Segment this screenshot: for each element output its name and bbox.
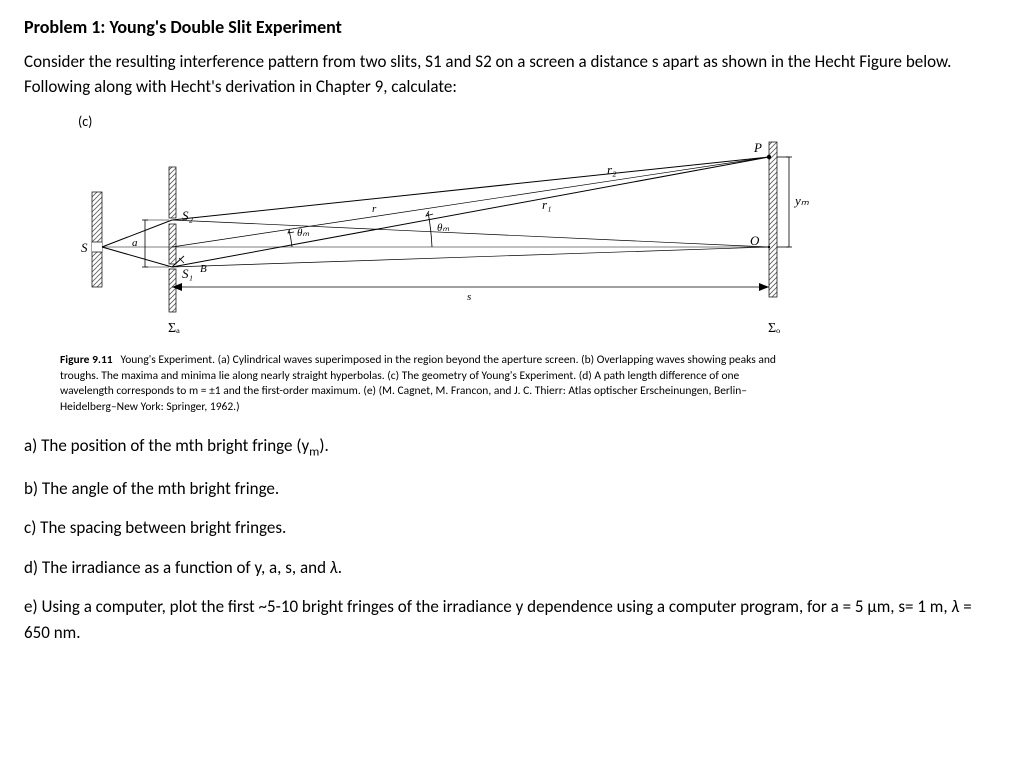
question-d-pre: d) The irradiance as a function of y, a,… [24, 557, 330, 578]
point-P [767, 155, 771, 159]
label-theta-m-2: θₘ [437, 222, 449, 234]
question-d-lambda: λ [330, 557, 338, 578]
arrowhead-right [759, 283, 769, 291]
figure-caption: Figure 9.11 Young's Experiment. (a) Cyli… [60, 353, 780, 415]
question-d: d) The irradiance as a function of y, a,… [24, 555, 1000, 581]
label-S: S [81, 240, 88, 255]
label-S2: S₂ [182, 208, 194, 223]
label-a: a [132, 237, 138, 249]
angle-theta-m-2 [428, 212, 432, 247]
figure-caption-body: Young's Experiment. (a) Cylindrical wave… [60, 353, 776, 414]
question-a-pre: a) The position of the mth bright fringe… [24, 435, 309, 456]
ray-r1 [172, 157, 769, 267]
question-c: c) The spacing between bright fringes. [24, 515, 1000, 541]
screen-plane-bar [769, 142, 777, 297]
aperture-plane-bot [169, 269, 176, 312]
label-Sigma-a: Σₐ [168, 321, 180, 336]
question-a-sub: m [309, 445, 319, 460]
label-r1: r₁ [542, 197, 552, 212]
label-ym: yₘ [793, 193, 810, 208]
figure-caption-lead: Figure 9.11 [60, 353, 113, 367]
label-s: s [467, 291, 471, 303]
page-root: Problem 1: Young's Double Slit Experimen… [0, 0, 1024, 784]
label-r: r [372, 203, 377, 215]
figure-wrap: (c) [42, 113, 982, 415]
aperture-plane-mid [169, 224, 176, 264]
aperture-plane-top [169, 167, 176, 218]
question-b: b) The angle of the mth bright fringe. [24, 476, 1000, 502]
label-P: P [753, 140, 762, 155]
label-O: O [750, 233, 760, 248]
ray-S-to-S1 [102, 247, 172, 267]
question-d-post: . [338, 557, 342, 578]
figure-part-label: (c) [78, 113, 982, 130]
ray-r2 [172, 157, 769, 220]
question-a: a) The position of the mth bright fringe… [24, 433, 1000, 462]
label-r2: r₂ [607, 162, 617, 177]
problem-title: Problem 1: Young's Double Slit Experimen… [24, 16, 1000, 38]
youngs-experiment-diagram: S a S₂ S₁ B θₘ θₘ r r₂ r₁ P O yₘ s Σₐ Σₒ [42, 132, 822, 342]
question-list: a) The position of the mth bright fringe… [24, 433, 1000, 645]
problem-intro: Consider the resulting interference patt… [24, 50, 1000, 99]
label-B: B [200, 263, 207, 275]
question-e: e) Using a computer, plot the first ~5-1… [24, 594, 1000, 645]
question-e-pre: e) Using a computer, plot the first ~5-1… [24, 596, 951, 617]
point-O [768, 246, 770, 248]
question-a-post: ). [319, 435, 328, 456]
label-theta-m-1: θₘ [297, 227, 309, 239]
label-S1: S₁ [182, 266, 193, 281]
source-plane-bar [92, 192, 102, 287]
label-Sigma-o: Σₒ [768, 321, 780, 336]
